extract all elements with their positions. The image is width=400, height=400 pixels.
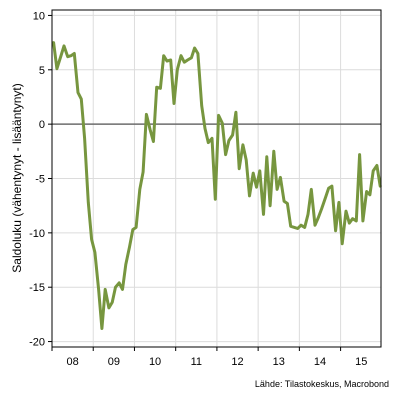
x-tick-label: 09	[108, 356, 120, 368]
x-tick-label: 15	[355, 356, 367, 368]
x-axis: 08 09 10 11 12 13 14 15	[51, 347, 367, 368]
y-tick-label: 0	[39, 119, 45, 131]
x-tick-label: 12	[231, 356, 243, 368]
y-tick-label: 10	[33, 10, 45, 22]
y-tick-label: 5	[39, 65, 45, 77]
x-tick-label: 11	[191, 356, 202, 368]
y-tick-label: -15	[29, 282, 45, 294]
series-line	[52, 41, 382, 330]
x-tick-label: 13	[273, 356, 285, 368]
y-tick-label: -5	[35, 174, 45, 186]
y-tick-label: -10	[29, 228, 45, 240]
x-tick-label: 10	[149, 356, 161, 368]
y-axis: 10 5 0 -5 -10 -15 -20	[29, 10, 52, 349]
x-tick-label: 08	[66, 356, 78, 368]
x-tick-label: 14	[314, 356, 326, 368]
y-axis-label: Saldoluku (vähentynyt - lisääntynyt)	[10, 83, 24, 272]
source-note: Lähde: Tilastokeskus, Macrobond	[255, 379, 389, 389]
y-tick-label: -20	[29, 337, 45, 349]
